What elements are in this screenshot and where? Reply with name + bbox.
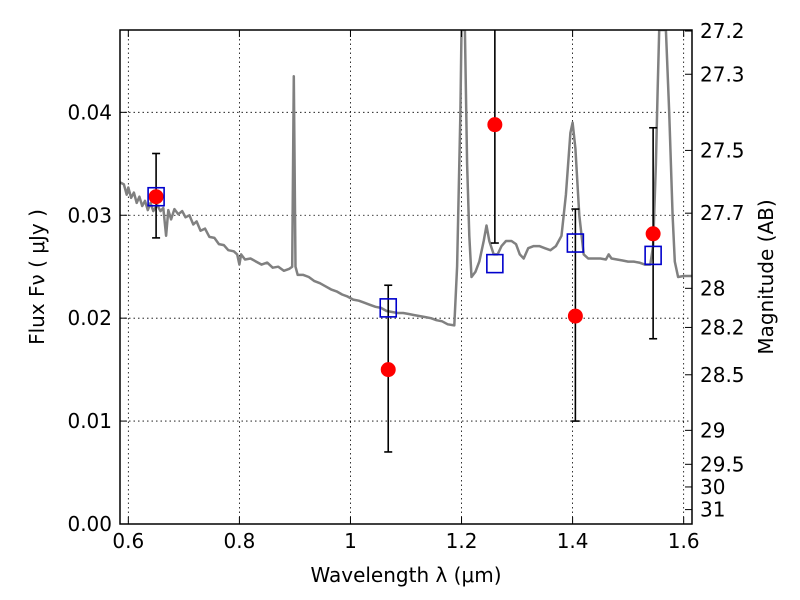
y-tick-label: 0.00 bbox=[67, 512, 112, 536]
y2-tick-label: 28.2 bbox=[700, 315, 745, 339]
data-point-square bbox=[147, 186, 165, 207]
x-tick-label: 1 bbox=[344, 529, 357, 553]
x-tick-label: 1.4 bbox=[557, 529, 589, 553]
data-point-circle bbox=[645, 226, 661, 242]
y-tick-label: 0.01 bbox=[67, 409, 112, 433]
data-point-circle bbox=[148, 189, 164, 205]
x-axis-label: Wavelength λ (μm) bbox=[310, 563, 501, 587]
y-tick-label: 0.03 bbox=[67, 203, 112, 227]
y2-axis-label: Magnitude (AB) bbox=[754, 199, 778, 354]
axis-ticks: 0.6 0.8 1 1.2 1.4 1.6 0.00 0.01 0.02 0.03 0.04 27.2… bbox=[67, 19, 744, 553]
y2-tick-label: 27.5 bbox=[700, 138, 745, 162]
y2-tick-label: 28.5 bbox=[700, 363, 745, 387]
spectrum-line bbox=[120, 30, 692, 327]
y2-tick-label: 30 bbox=[700, 475, 725, 499]
y-tick-label: 0.02 bbox=[67, 306, 112, 330]
y2-tick-label: 29 bbox=[700, 418, 725, 442]
x-tick-label: 0.6 bbox=[112, 529, 144, 553]
y2-tick-label: 27.3 bbox=[700, 62, 745, 86]
model-points bbox=[147, 186, 662, 318]
data-point-square bbox=[486, 253, 504, 274]
grid-lines bbox=[120, 30, 692, 525]
x-tick-label: 0.8 bbox=[223, 529, 255, 553]
y2-tick-label: 27.2 bbox=[700, 19, 745, 43]
y2-tick-label: 28 bbox=[700, 276, 725, 300]
y2-tick-label: 27.7 bbox=[700, 201, 745, 225]
data-point-circle bbox=[567, 308, 583, 324]
data-point-circle bbox=[487, 117, 503, 133]
model-spectrum bbox=[120, 30, 692, 327]
data-point-square bbox=[566, 233, 585, 253]
y-tick-label: 0.04 bbox=[67, 100, 112, 124]
x-tick-label: 1.6 bbox=[668, 529, 700, 553]
data-point-square bbox=[379, 298, 398, 318]
plot-frame bbox=[119, 29, 693, 525]
y-axis-label: Flux Fν ( μJy ) bbox=[25, 209, 49, 345]
observed-points bbox=[148, 117, 661, 378]
x-tick-label: 1.2 bbox=[446, 529, 478, 553]
data-point-circle bbox=[380, 362, 396, 378]
y2-tick-label: 29.5 bbox=[700, 452, 745, 476]
y2-tick-label: 31 bbox=[700, 498, 725, 522]
data-point-square bbox=[644, 245, 662, 266]
